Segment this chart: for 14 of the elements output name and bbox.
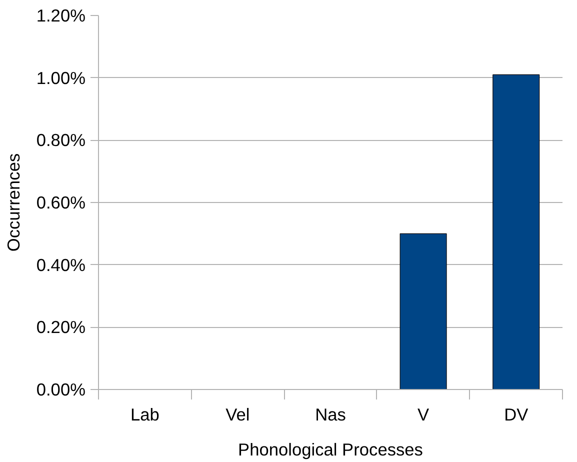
y-tick-label: 0.80% <box>36 130 86 150</box>
y-tick-label: 0.60% <box>36 192 86 212</box>
y-tick-label: 1.20% <box>36 6 86 26</box>
x-tick-label: Lab <box>130 404 160 424</box>
x-tick-label: Vel <box>226 404 250 424</box>
y-tick-label: 0.40% <box>36 254 86 275</box>
y-axis-title: Occurrences <box>3 153 24 252</box>
x-tick-label: Nas <box>315 404 346 424</box>
y-tick-label: 0.20% <box>36 317 86 338</box>
y-tick-label: 0.00% <box>36 380 86 400</box>
y-tick-label: 1.00% <box>36 68 86 88</box>
x-tick-label: V <box>418 404 430 424</box>
x-tick-label: DV <box>504 404 529 424</box>
x-axis-title: Phonological Processes <box>238 440 424 460</box>
